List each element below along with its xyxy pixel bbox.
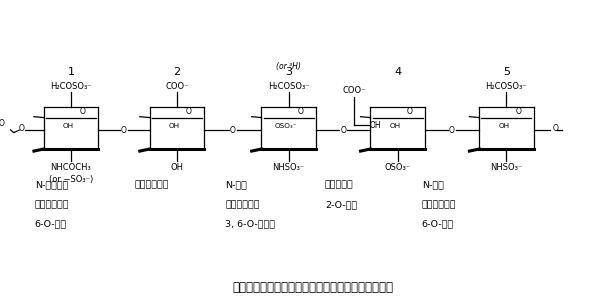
- Text: O: O: [340, 126, 346, 135]
- Text: OSO₃⁻: OSO₃⁻: [275, 123, 298, 129]
- Text: グルコサミン: グルコサミン: [225, 200, 260, 209]
- Text: N-アセチル: N-アセチル: [34, 181, 68, 189]
- Text: COO⁻: COO⁻: [165, 82, 188, 91]
- Text: H₂COSO₃⁻: H₂COSO₃⁻: [268, 82, 309, 91]
- Text: O: O: [553, 124, 559, 133]
- Text: 5: 5: [503, 67, 510, 77]
- Text: O: O: [0, 119, 5, 128]
- Text: OH: OH: [370, 121, 381, 130]
- Text: OH: OH: [169, 123, 180, 129]
- Text: OH: OH: [170, 163, 184, 172]
- Text: O: O: [449, 126, 455, 135]
- Text: NHSO₃⁻: NHSO₃⁻: [272, 163, 305, 172]
- Text: OH: OH: [63, 123, 74, 129]
- Text: N-硫酸: N-硫酸: [422, 181, 444, 189]
- Text: N-硫酸: N-硫酸: [225, 181, 247, 189]
- Text: 図　ヘパリンのアンチトロンビン結合への五糖配列: 図 ヘパリンのアンチトロンビン結合への五糖配列: [232, 281, 394, 294]
- Text: (or −SO₃⁻): (or −SO₃⁻): [49, 175, 93, 184]
- Text: グルコサミン: グルコサミン: [422, 200, 456, 209]
- Text: (or ³H): (or ³H): [276, 62, 301, 71]
- Text: 3: 3: [285, 67, 292, 77]
- Text: 6-O-硫酸: 6-O-硫酸: [34, 219, 67, 228]
- Text: 4: 4: [394, 67, 401, 77]
- Text: O: O: [19, 124, 25, 133]
- Text: NHSO₃⁻: NHSO₃⁻: [490, 163, 522, 172]
- Text: グルコサミン: グルコサミン: [34, 200, 69, 209]
- Text: O: O: [230, 126, 236, 135]
- Text: NHCOCH₃: NHCOCH₃: [51, 163, 91, 172]
- Text: 3, 6-O-二硫酸: 3, 6-O-二硫酸: [225, 219, 275, 228]
- Text: OSO₃⁻: OSO₃⁻: [384, 163, 411, 172]
- Text: H₂COSO₃⁻: H₂COSO₃⁻: [485, 82, 527, 91]
- Text: グルクロン酸: グルクロン酸: [134, 181, 169, 189]
- Text: O: O: [407, 107, 413, 116]
- Text: H₂COSO₃⁻: H₂COSO₃⁻: [50, 82, 92, 91]
- Text: 1: 1: [67, 67, 75, 77]
- Text: OH: OH: [498, 123, 509, 129]
- Text: O: O: [186, 107, 192, 116]
- Text: O: O: [121, 126, 127, 135]
- Text: イズロン酸: イズロン酸: [325, 181, 354, 189]
- Text: COO⁻: COO⁻: [342, 86, 366, 95]
- Text: O: O: [516, 107, 521, 116]
- Text: 6-O-硫酸: 6-O-硫酸: [422, 219, 454, 228]
- Text: 2: 2: [173, 67, 180, 77]
- Text: O: O: [298, 107, 304, 116]
- Text: OH: OH: [389, 123, 400, 129]
- Text: O: O: [80, 107, 86, 116]
- Text: 2-O-硫酸: 2-O-硫酸: [325, 200, 357, 209]
